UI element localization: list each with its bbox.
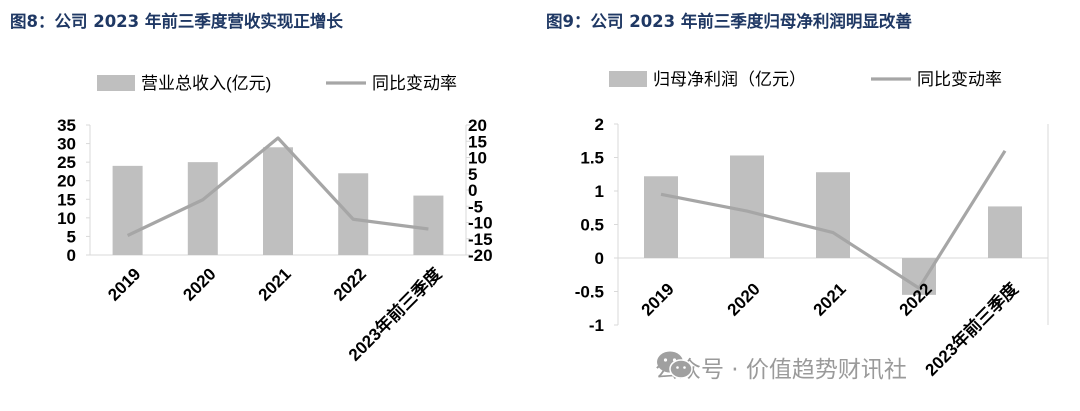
revenue-chart-legend-bar-label: 营业总收入(亿元): [141, 74, 271, 93]
profit-chart-xtick-label: 2020: [724, 279, 764, 319]
revenue-chart-legend-line-label: 同比变动率: [372, 74, 457, 93]
revenue-chart-bar-2019: [112, 165, 143, 255]
profit-chart-bar-2019: [644, 176, 678, 258]
profit-chart-ytick-label-left: 0.5: [580, 216, 604, 235]
revenue-chart-ytick-label-left: 5: [67, 227, 76, 246]
revenue-chart-ytick-label-right: 15: [468, 132, 487, 151]
revenue-chart-ytick-label-right: 0: [468, 181, 477, 200]
chart-title-net-profit: 图9：公司 2023 年前三季度归母净利润明显改善: [546, 12, 912, 31]
revenue-chart-xtick-label: 2020: [179, 264, 219, 304]
profit-chart-ytick-label-left: 2: [595, 115, 604, 134]
revenue-chart-ytick-label-left: 10: [57, 209, 76, 228]
revenue-chart-ytick-label-left: 30: [57, 135, 76, 154]
revenue-chart-ytick-label-right: 10: [468, 149, 487, 168]
profit-chart-legend-bar-label: 归母净利润（亿元）: [653, 70, 806, 89]
revenue-chart-ytick-label-left: 20: [57, 172, 76, 191]
revenue-chart-ytick-label-left: 35: [57, 116, 76, 135]
profit-chart-legend-bar-swatch: [609, 71, 647, 87]
watermark: 公众号 · 价值趋势财讯社: [655, 349, 907, 385]
watermark-text: 公众号 · 价值趋势财讯社: [655, 357, 907, 383]
revenue-chart-ytick-label-right: -10: [468, 214, 493, 233]
profit-chart-ytick-label-left: 0: [595, 249, 604, 268]
revenue-chart-ytick-label-right: -5: [468, 197, 483, 216]
profit-chart-ytick-label-left: -0.5: [575, 283, 604, 302]
profit-chart-ytick-label-left: 1.5: [580, 149, 604, 168]
revenue-chart-xtick-label: 2021: [255, 264, 295, 304]
profit-chart-ytick-label-left: -1: [589, 316, 604, 335]
profit-chart-xtick-label: 2019: [638, 279, 678, 319]
profit-chart-xtick-label: 2023年前三季度: [921, 278, 1023, 380]
revenue-chart-ytick-label-left: 0: [67, 246, 76, 265]
profit-chart-ytick-label-left: 1: [595, 182, 604, 201]
profit-chart-bar-2023年前三季度: [988, 206, 1022, 258]
profit-chart-bar-2021: [816, 172, 850, 258]
wechat-icon: [657, 351, 693, 379]
profit-chart-bar-2020: [730, 155, 764, 258]
revenue-chart-ytick-label-left: 25: [57, 153, 76, 172]
profit-chart-legend-line-label: 同比变动率: [917, 70, 1002, 89]
revenue-chart-legend-bar-swatch: [97, 75, 135, 91]
revenue-chart-xtick-label: 2019: [104, 264, 144, 304]
revenue-chart-ytick-label-right: 5: [468, 165, 477, 184]
revenue-chart-ytick-label-right: 20: [468, 116, 487, 135]
revenue-chart-bar-2020: [187, 162, 218, 255]
revenue-chart-ytick-label-left: 15: [57, 190, 76, 209]
revenue-chart-xtick-label: 2022: [330, 264, 370, 304]
revenue-chart-ytick-label-right: -20: [468, 246, 493, 265]
chart-title-revenue: 图8：公司 2023 年前三季度营收实现正增长: [10, 12, 343, 31]
revenue-chart-bar-2021: [263, 147, 293, 255]
revenue-chart-ytick-label-right: -15: [468, 230, 493, 249]
revenue-chart-bar-2023年前三季度: [413, 195, 444, 255]
profit-chart-xtick-label: 2021: [810, 279, 850, 319]
revenue-chart-bar-2022: [338, 173, 369, 255]
